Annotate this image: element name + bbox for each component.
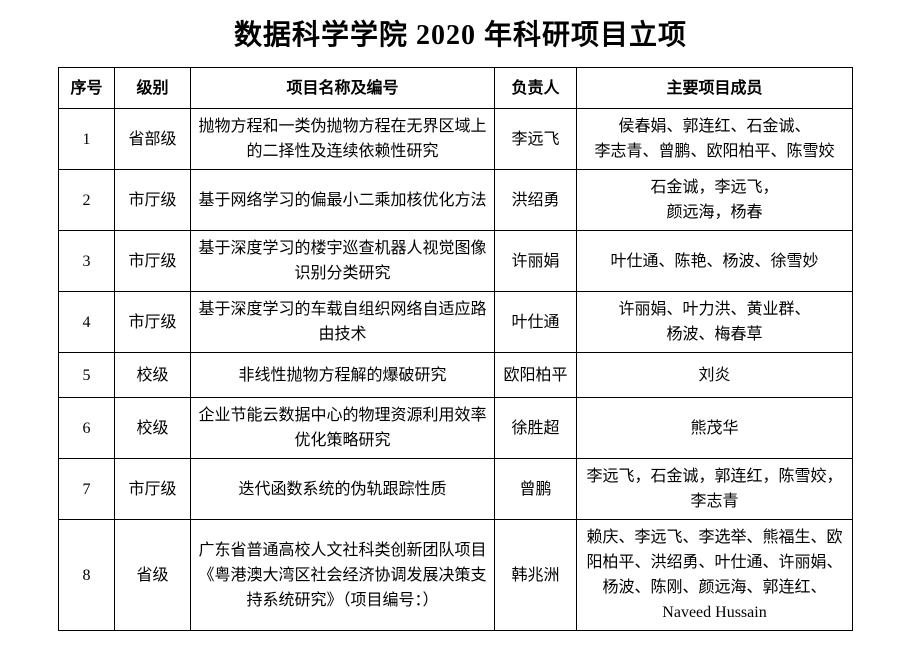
cell-members: 许丽娟、叶力洪、黄业群、 杨波、梅春草: [576, 291, 853, 353]
cell-level: 省部级: [114, 108, 191, 170]
table-row: 1 省部级 抛物方程和一类伪抛物方程在无界区域上 的二择性及连续依赖性研究 李远…: [58, 108, 853, 170]
cell-members: 侯春娟、郭连红、石金诚、 李志青、曾鹏、欧阳柏平、陈雪姣: [576, 108, 853, 170]
column-header-no: 序号: [58, 67, 115, 109]
cell-level: 校级: [114, 352, 191, 398]
cell-level: 市厅级: [114, 291, 191, 353]
cell-members: 刘炎: [576, 352, 853, 398]
cell-project-name: 迭代函数系统的伪轨跟踪性质: [190, 458, 495, 520]
column-header-leader: 负责人: [494, 67, 577, 109]
cell-members: 李远飞，石金诚，郭连红，陈雪姣， 李志青: [576, 458, 853, 520]
table-row: 6 校级 企业节能云数据中心的物理资源利用效率 优化策略研究 徐胜超 熊茂华: [58, 397, 853, 459]
cell-leader: 叶仕通: [494, 291, 577, 353]
table-row: 8 省级 广东省普通高校人文社科类创新团队项目 《粤港澳大湾区社会经济协调发展决…: [58, 519, 853, 631]
cell-project-name: 基于网络学习的偏最小二乘加核优化方法: [190, 169, 495, 231]
cell-leader: 李远飞: [494, 108, 577, 170]
cell-sequence-number: 5: [58, 352, 115, 398]
column-header-level: 级别: [114, 67, 191, 109]
cell-members: 石金诚，李远飞， 颜远海，杨春: [576, 169, 853, 231]
cell-project-name: 基于深度学习的车载自组织网络自适应路 由技术: [190, 291, 495, 353]
cell-sequence-number: 2: [58, 169, 115, 231]
cell-sequence-number: 7: [58, 458, 115, 520]
cell-leader: 洪绍勇: [494, 169, 577, 231]
cell-project-name: 基于深度学习的楼宇巡查机器人视觉图像 识别分类研究: [190, 230, 495, 292]
cell-leader: 曾鹏: [494, 458, 577, 520]
cell-sequence-number: 1: [58, 108, 115, 170]
cell-sequence-number: 4: [58, 291, 115, 353]
cell-leader: 许丽娟: [494, 230, 577, 292]
table-row: 4 市厅级 基于深度学习的车载自组织网络自适应路 由技术 叶仕通 许丽娟、叶力洪…: [58, 291, 853, 353]
table-row: 5 校级 非线性抛物方程解的爆破研究 欧阳柏平 刘炎: [58, 352, 853, 398]
cell-level: 市厅级: [114, 169, 191, 231]
cell-sequence-number: 6: [58, 397, 115, 459]
table-row: 7 市厅级 迭代函数系统的伪轨跟踪性质 曾鹏 李远飞，石金诚，郭连红，陈雪姣， …: [58, 458, 853, 520]
cell-level: 市厅级: [114, 230, 191, 292]
cell-project-name: 企业节能云数据中心的物理资源利用效率 优化策略研究: [190, 397, 495, 459]
cell-level: 校级: [114, 397, 191, 459]
table-row: 2 市厅级 基于网络学习的偏最小二乘加核优化方法 洪绍勇 石金诚，李远飞， 颜远…: [58, 169, 853, 231]
cell-level: 省级: [114, 519, 191, 631]
cell-members: 赖庆、李远飞、李选举、熊福生、欧 阳柏平、洪绍勇、叶仕通、许丽娟、 杨波、陈刚、…: [576, 519, 853, 631]
cell-level: 市厅级: [114, 458, 191, 520]
cell-members: 叶仕通、陈艳、杨波、徐雪妙: [576, 230, 853, 292]
cell-project-name: 非线性抛物方程解的爆破研究: [190, 352, 495, 398]
cell-members: 熊茂华: [576, 397, 853, 459]
cell-project-name: 广东省普通高校人文社科类创新团队项目 《粤港澳大湾区社会经济协调发展决策支 持系…: [190, 519, 495, 631]
cell-leader: 徐胜超: [494, 397, 577, 459]
cell-project-name: 抛物方程和一类伪抛物方程在无界区域上 的二择性及连续依赖性研究: [190, 108, 495, 170]
projects-table: 序号 级别 项目名称及编号 负责人 主要项目成员 1 省部级 抛物方程和一类伪抛…: [58, 67, 853, 631]
page-title: 数据科学学院 2020 年科研项目立项: [233, 20, 687, 51]
column-header-members: 主要项目成员: [576, 67, 853, 109]
table-row: 3 市厅级 基于深度学习的楼宇巡查机器人视觉图像 识别分类研究 许丽娟 叶仕通、…: [58, 230, 853, 292]
cell-leader: 欧阳柏平: [494, 352, 577, 398]
cell-sequence-number: 3: [58, 230, 115, 292]
cell-leader: 韩兆洲: [494, 519, 577, 631]
cell-sequence-number: 8: [58, 519, 115, 631]
header-row: 序号 级别 项目名称及编号 负责人 主要项目成员: [58, 67, 853, 109]
column-header-name: 项目名称及编号: [190, 67, 495, 109]
table-body: 1 省部级 抛物方程和一类伪抛物方程在无界区域上 的二择性及连续依赖性研究 李远…: [58, 108, 853, 631]
